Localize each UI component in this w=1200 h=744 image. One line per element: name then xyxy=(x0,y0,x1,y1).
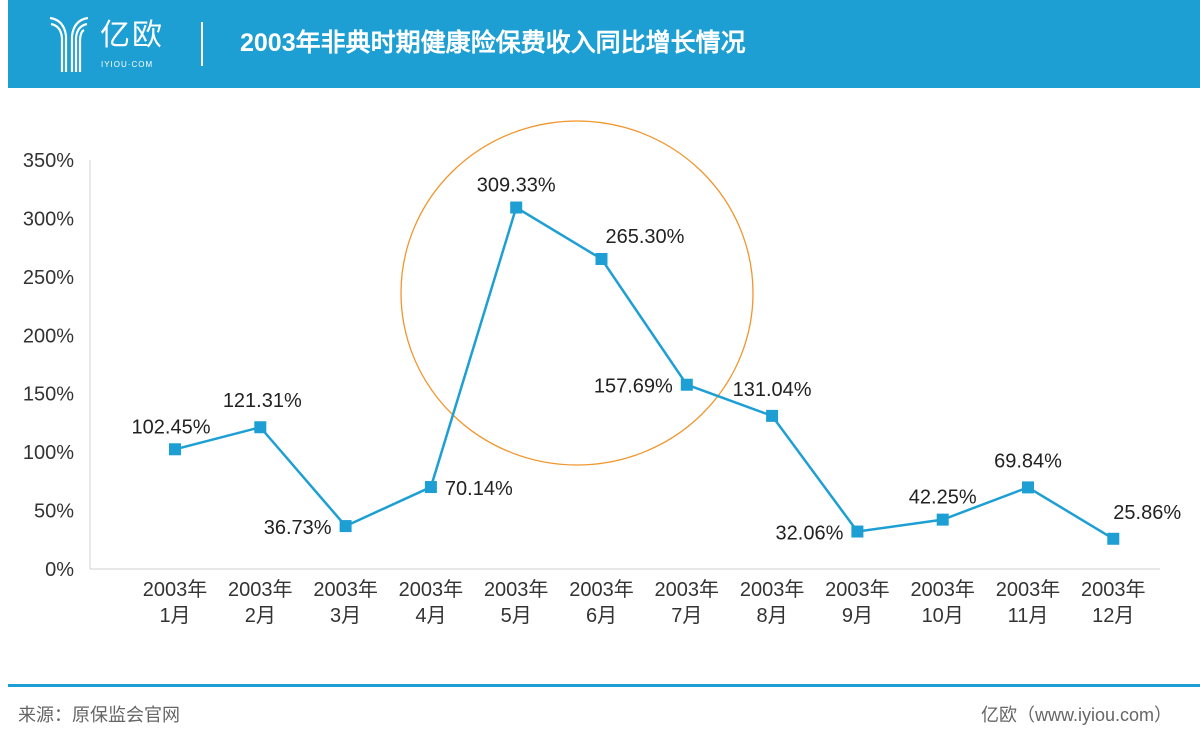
x-tick-label: 2003年 xyxy=(910,578,975,601)
x-tick-label: 1月 xyxy=(159,605,190,627)
data-label: 70.14% xyxy=(445,478,513,500)
x-tick-label: 3月 xyxy=(330,605,361,627)
header-bar: 亿欧 IYIOU·COM 2003年非典时期健康险保费收入同比增长情况 xyxy=(8,0,1200,88)
data-point xyxy=(424,481,437,494)
iyiou-logo-icon xyxy=(49,16,89,72)
x-tick-label: 2003年 xyxy=(143,578,208,601)
x-tick-label: 2003年 xyxy=(228,578,293,601)
data-label: 309.33% xyxy=(477,175,556,197)
x-tick-label: 11月 xyxy=(1008,605,1049,627)
x-tick-label: 2003年 xyxy=(740,578,805,601)
source-note: 来源：原保监会官网 xyxy=(18,705,180,725)
series-line xyxy=(174,205,1114,540)
footer-divider xyxy=(8,684,1200,687)
data-point xyxy=(1107,532,1120,545)
data-label: 69.84% xyxy=(994,450,1062,472)
x-tick-label: 7月 xyxy=(671,605,702,627)
data-point xyxy=(1022,481,1034,494)
data-point xyxy=(936,513,949,526)
y-tick-label: 150% xyxy=(23,384,74,406)
x-tick-label: 12月 xyxy=(1092,605,1134,627)
y-tick-label: 50% xyxy=(34,501,74,523)
y-tick-label: 0% xyxy=(45,559,74,581)
header-divider xyxy=(201,22,203,66)
x-tick-label: 2003年 xyxy=(399,578,464,601)
line-chart: 0% 50% 100% 150% 200% 250% 300% 350% 2003年 1月 2003… xyxy=(23,120,1181,627)
data-label: 42.25% xyxy=(909,487,977,509)
data-point xyxy=(169,443,181,456)
brand-link: 亿欧（www.iyiou.com） xyxy=(980,705,1172,725)
logo-subtext: IYIOU·COM xyxy=(101,60,154,69)
data-point xyxy=(254,421,267,434)
data-point xyxy=(851,525,864,538)
logo-text: 亿欧 xyxy=(100,19,164,52)
x-tick-label: 4月 xyxy=(415,605,446,627)
data-label: 36.73% xyxy=(264,517,332,539)
y-tick-label: 350% xyxy=(23,150,74,172)
data-point xyxy=(595,252,608,265)
data-label: 102.45% xyxy=(132,416,211,438)
y-tick-label: 200% xyxy=(23,325,74,347)
x-tick-label: 6月 xyxy=(586,605,617,627)
highlight-circle xyxy=(400,120,754,466)
x-tick-label: 2003年 xyxy=(1081,578,1146,601)
x-tick-label: 2003年 xyxy=(996,578,1061,601)
data-point xyxy=(766,409,779,422)
x-tick-label: 10月 xyxy=(922,605,964,627)
x-tick-label: 2003年 xyxy=(825,578,890,601)
y-tick-label: 100% xyxy=(23,442,74,464)
y-tick-label: 300% xyxy=(23,208,74,230)
x-tick-label: 2003年 xyxy=(484,578,549,601)
x-tick-label: 5月 xyxy=(501,605,532,627)
x-tick-label: 2003年 xyxy=(569,578,634,601)
data-point xyxy=(510,201,523,214)
data-label: 265.30% xyxy=(606,226,685,248)
x-tick-label: 9月 xyxy=(842,605,873,627)
data-label: 131.04% xyxy=(733,379,812,401)
x-tick-label: 2003年 xyxy=(313,578,378,601)
data-label: 25.86% xyxy=(1113,502,1181,524)
page-title: 2003年非典时期健康险保费收入同比增长情况 xyxy=(240,29,746,57)
data-label: 157.69% xyxy=(594,376,673,398)
y-tick-label: 250% xyxy=(23,267,74,289)
x-tick-label: 8月 xyxy=(757,605,788,627)
x-tick-label: 2月 xyxy=(245,605,276,627)
data-label: 32.06% xyxy=(776,523,844,545)
data-point xyxy=(680,378,693,391)
x-tick-label: 2003年 xyxy=(655,578,720,601)
data-label: 121.31% xyxy=(223,390,302,412)
data-point xyxy=(339,520,352,533)
